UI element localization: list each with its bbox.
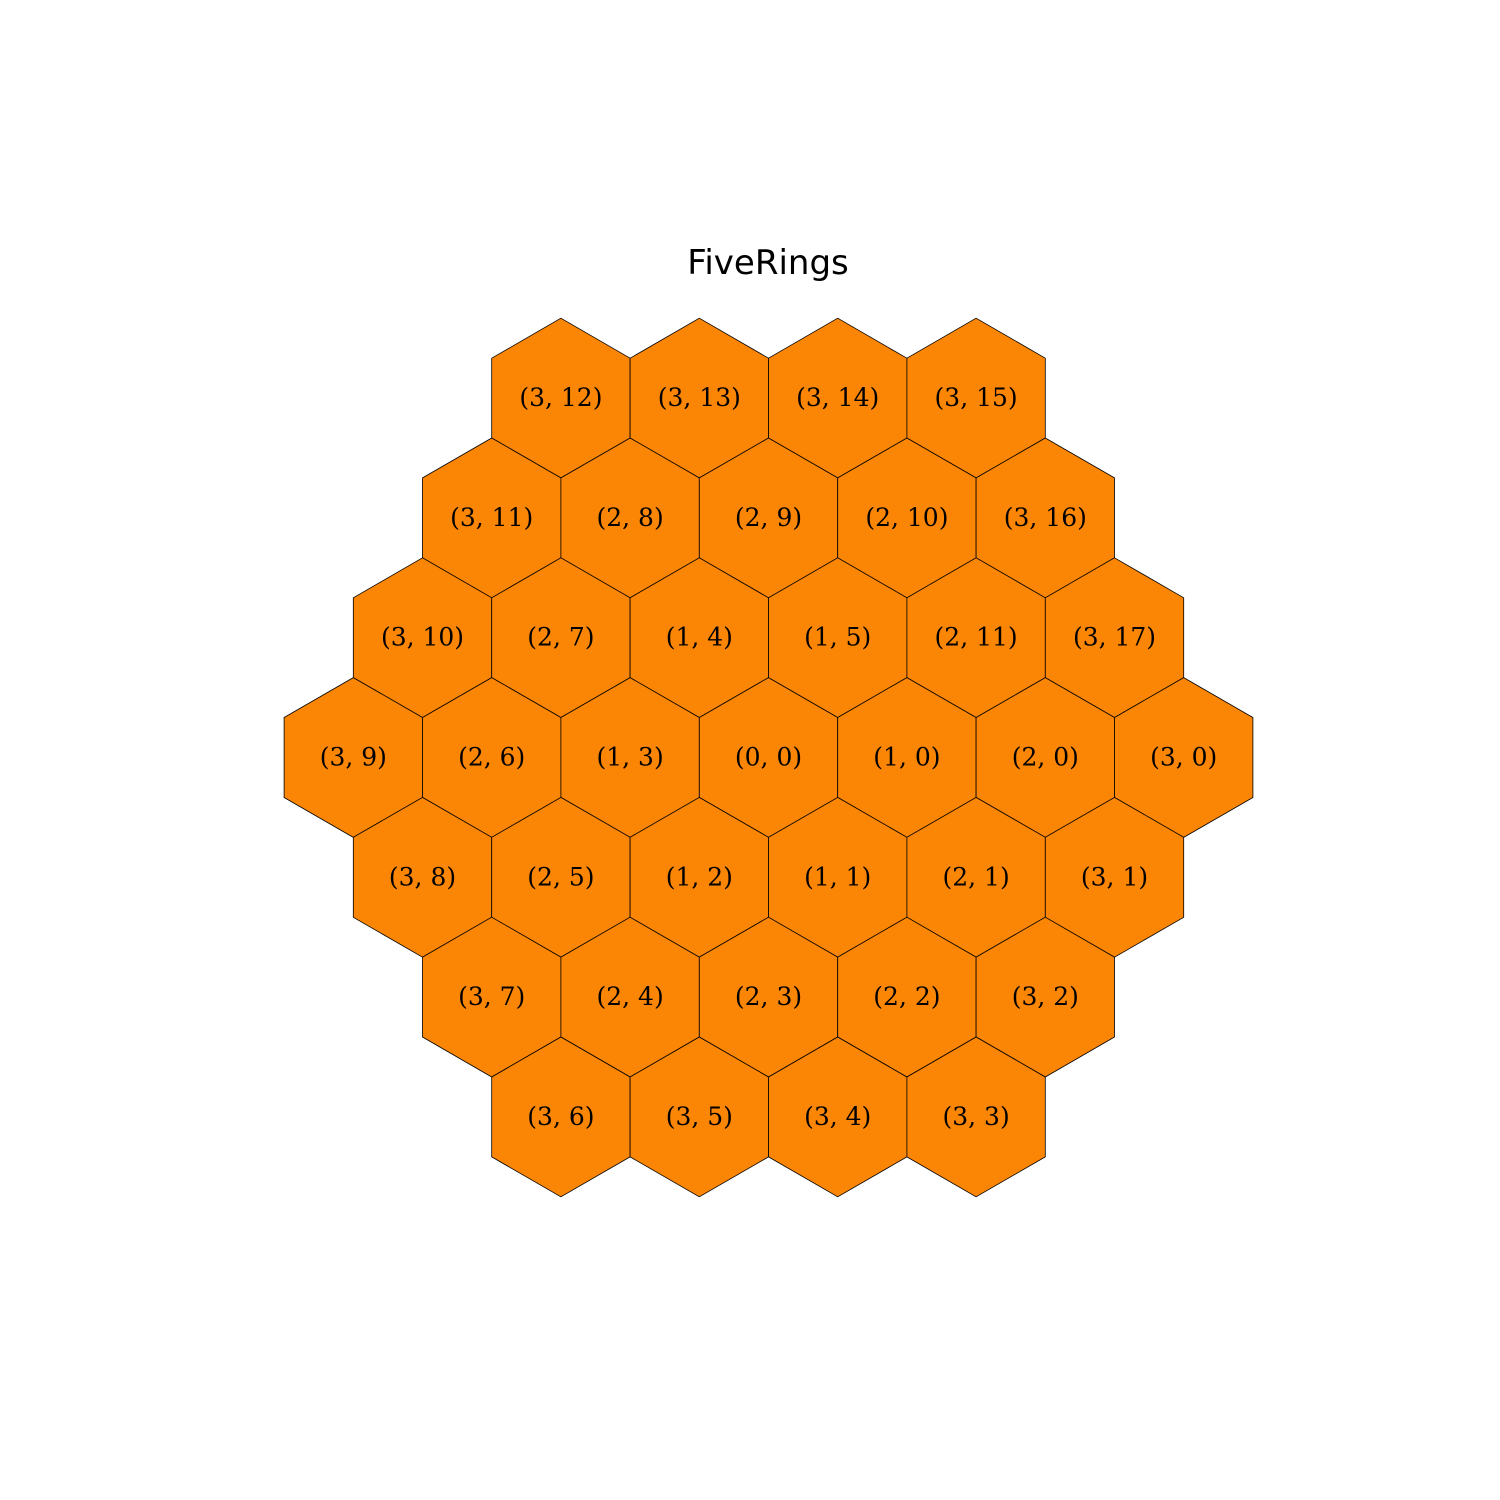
- hex-cell: (2, 11): [906, 557, 1046, 719]
- hex-cell: (2, 5): [491, 796, 631, 958]
- hex-cell: (1, 1): [768, 796, 908, 958]
- hex-cell-label: (3, 0): [1150, 743, 1217, 772]
- hex-cell-label: (2, 9): [735, 503, 802, 532]
- hex-cell-label: (2, 4): [596, 982, 663, 1011]
- hex-cell-label: (1, 0): [873, 743, 940, 772]
- hex-cell: (3, 11): [422, 437, 562, 599]
- hex-cell-label: (1, 4): [666, 623, 733, 652]
- hex-cell-label: (1, 1): [804, 862, 871, 891]
- hex-cell: (2, 2): [837, 916, 977, 1078]
- hex-cell: (3, 8): [352, 796, 493, 958]
- hex-cell: (1, 5): [768, 557, 908, 719]
- hex-cell-label: (3, 13): [658, 383, 741, 412]
- hex-cell-label: (3, 15): [935, 383, 1018, 412]
- hex-cell: (3, 15): [906, 317, 1046, 479]
- hex-cell: (1, 0): [837, 677, 977, 838]
- hex-cell-label: (3, 8): [389, 862, 456, 891]
- hex-cell: (3, 9): [283, 677, 423, 838]
- hex-cell-label: (2, 11): [935, 623, 1018, 652]
- hex-cell-label: (2, 1): [942, 862, 1009, 891]
- hex-cell: (2, 0): [975, 677, 1115, 838]
- hex-cell: (3, 6): [491, 1036, 631, 1198]
- hex-cell-label: (3, 16): [1004, 503, 1087, 532]
- hex-cell: (0, 0): [698, 677, 839, 838]
- hex-cell-label: (2, 10): [865, 503, 948, 532]
- hex-cell-label: (3, 17): [1073, 623, 1156, 652]
- hex-cell-label: (3, 7): [458, 982, 525, 1011]
- hex-cell: (3, 17): [1044, 557, 1185, 719]
- hex-cell-label: (0, 0): [735, 743, 802, 772]
- hex-cell-label: (3, 14): [796, 383, 879, 412]
- hex-cell: (3, 0): [1114, 677, 1254, 838]
- hex-cell: (3, 3): [906, 1036, 1046, 1198]
- hex-cell-label: (2, 0): [1012, 743, 1079, 772]
- hex-cell-label: (3, 5): [666, 1102, 733, 1131]
- hex-cell-label: (2, 5): [527, 862, 594, 891]
- hex-cell: (2, 3): [698, 916, 839, 1078]
- hex-cell: (2, 7): [491, 557, 631, 719]
- hex-cell: (1, 4): [629, 557, 769, 719]
- hex-cell-label: (2, 6): [458, 743, 525, 772]
- hex-cell-label: (2, 8): [596, 503, 663, 532]
- hex-cell: (3, 7): [422, 916, 562, 1078]
- hex-cell-label: (2, 7): [527, 623, 594, 652]
- hex-cell-label: (1, 3): [596, 743, 663, 772]
- hex-shape: [906, 1036, 1046, 1198]
- hex-cell-label: (1, 2): [666, 862, 733, 891]
- hex-cell-label: (3, 11): [450, 503, 533, 532]
- hex-cell-label: (1, 5): [804, 623, 871, 652]
- hex-cell-label: (3, 1): [1081, 862, 1148, 891]
- hex-cell-label: (3, 4): [804, 1102, 871, 1131]
- hex-cell: (3, 1): [1044, 796, 1185, 958]
- hex-cell-label: (3, 6): [527, 1102, 594, 1131]
- diagram-title: FiveRings: [687, 243, 849, 283]
- hex-cell: (2, 6): [422, 677, 562, 838]
- hex-cell: (3, 4): [768, 1036, 908, 1198]
- hex-cell: (1, 3): [560, 677, 700, 838]
- hex-cell-label: (3, 12): [519, 383, 602, 412]
- hex-cell-label: (2, 3): [735, 982, 802, 1011]
- hex-cell: (3, 13): [629, 317, 769, 479]
- hex-cell-label: (3, 9): [320, 743, 387, 772]
- hex-cell-label: (2, 2): [873, 982, 940, 1011]
- hex-cell-label: (3, 3): [942, 1102, 1009, 1131]
- hex-cell-label: (3, 10): [381, 623, 464, 652]
- hex-cell-label: (3, 2): [1012, 982, 1079, 1011]
